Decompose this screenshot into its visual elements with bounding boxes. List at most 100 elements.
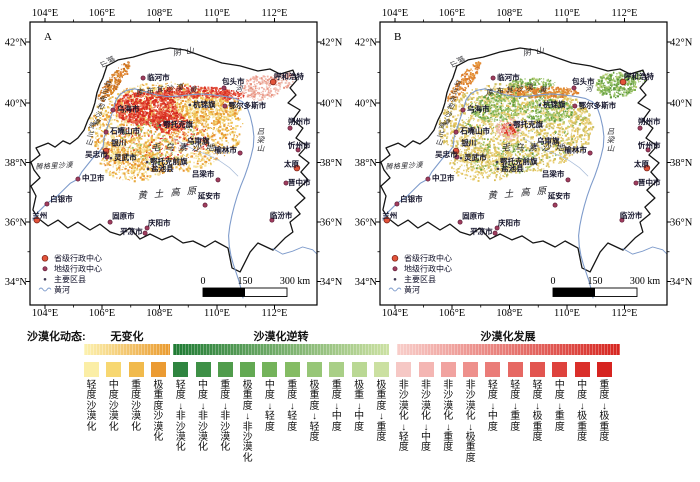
city-label: 灵武市 [114,152,137,162]
lat-label: 40°N [355,99,378,110]
city-label: 朔州市 [638,116,661,126]
desertification-raster [438,61,649,182]
lon-label: 110°E [554,308,580,319]
city-label: 鄂托克旗 [163,119,193,129]
legend-swatch [596,362,612,377]
river-legend-symbol [38,287,52,292]
scale-150: 150 [588,276,603,287]
legend-class-label: 中度 ↓ 极重度 [577,380,588,443]
city-label: 忻州市 [288,140,311,150]
lon-label: 108°E [146,308,172,319]
lon-label: 104°E [32,8,58,19]
county-marker [109,156,113,160]
legend-class-label: 中度 ↓ 重度 [554,380,565,433]
city-label: 晋中市 [288,177,311,187]
legend-class-label: 中度 ↓ 非沙漠化 [198,380,208,454]
city-label: 忻州市 [638,140,661,150]
legend-title: 沙漠化动态: [27,331,86,343]
scale-300km: 300 km [630,276,661,287]
lat-label: 42°N [670,38,693,49]
svg-text:沙: 沙 [94,110,104,120]
lat-label: 38°N [670,158,693,169]
legend-class-label: 轻度 ↓ 极重度 [532,380,543,443]
legend-swatch [552,362,568,377]
lat-label: 40°N [670,99,693,110]
legend-swatch [507,362,523,377]
legend-swatch [262,362,278,377]
city-label: 盐池县 [501,163,524,173]
legend-class-label: 重度 ↓ 中度 [331,380,342,433]
terrain-label: 吕梁山 [257,127,266,153]
terrain-label: 黄土高原 [137,184,204,202]
city-label: 中卫市 [432,173,455,183]
terrain-labels: 阴山狼山乌兰布和沙漠贺兰山库布其沙漠吕梁山毛乌素沙地腾格里沙漠黄土高原黄河 [35,45,265,202]
legend-group-no-change: 无变化 [110,331,144,343]
legend-class-label: 轻度 ↓ 非沙漠化 [175,380,186,454]
legend-swatch [240,362,256,377]
city-label: 杭锦旗 [193,99,216,109]
legend-swatch [128,362,144,377]
map-key-label: 主要区县 [54,274,86,284]
prefecture-marker [110,107,116,113]
city-label: 临河市 [497,72,520,82]
prefecture-marker [237,150,243,156]
lat-label: 34°N [670,277,693,288]
prefecture-marker [221,85,227,91]
city-label: 灵武市 [464,152,487,162]
city-label: 兰州 [382,210,397,220]
lat-label: 40°N [5,99,28,110]
lat-label: 40°N [320,99,343,110]
county-marker [538,103,542,107]
lon-label: 106°E [439,8,465,19]
provincial-marker [293,164,301,172]
provincial-marker [452,147,460,155]
legend-swatch [530,362,545,377]
lon-label: 112°E [262,308,288,319]
prefecture-marker [140,75,146,81]
prefecture-marker [645,147,651,153]
terrain-label: 吕梁山 [607,127,616,153]
city-label: 中卫市 [82,173,105,183]
county-marker [145,160,149,164]
city-label: 包头市 [221,76,245,86]
legend-swatch [396,362,412,377]
river-name-char: 黄 [540,86,548,94]
prefecture-marker [215,177,221,183]
city-label: 鄂尔多斯市 [579,100,617,110]
terrain-label: 毛乌素沙地 [501,142,569,152]
lat-label: 36°N [355,218,378,229]
prefecture-marker [202,202,208,208]
legend-swatch [418,362,434,377]
city-label: 银川 [111,138,126,148]
city-label: 榆林市 [214,145,237,155]
legend-class-label: 极重度 ↓ 轻度 [309,380,320,443]
legend-class-label: 非沙漠化 ↓ 轻度 [398,380,409,454]
county-marker [495,160,499,164]
city-label: 杭锦旗 [543,99,566,109]
lon-label: 108°E [496,308,522,319]
svg-text:乌: 乌 [103,79,112,89]
county-marker [459,156,463,160]
prefecture-marker [454,154,460,160]
city-label: 延安市 [197,191,221,201]
svg-text:贺: 贺 [87,122,96,131]
city-label: 庆阳市 [497,217,521,227]
prefecture-legend-symbol [42,266,48,272]
provincial-marker [33,216,41,224]
prefecture-marker [295,147,301,153]
prefecture-marker [453,129,459,135]
svg-text:布: 布 [98,94,108,104]
legend-swatch [173,362,189,377]
terrain-label: 狼山 [98,54,116,70]
map-key-label: 主要区县 [404,274,436,284]
lon-label: 112°E [612,308,638,319]
lat-label: 42°N [355,38,378,49]
provincial-legend-symbol [41,255,49,262]
city-label: 平凉市 [470,226,493,236]
terrain-label: 狼山 [448,54,466,70]
yellow-river-line [382,88,605,299]
provincial-marker [619,78,627,86]
city-label: 鄂尔多斯市 [229,100,267,110]
